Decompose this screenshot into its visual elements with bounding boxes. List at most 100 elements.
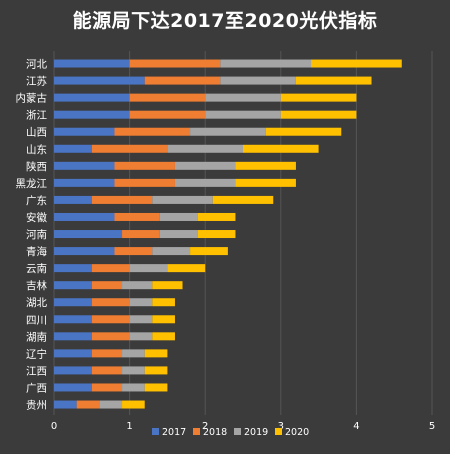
bar-segment-2018 — [114, 212, 160, 221]
bar-segment-2017 — [54, 281, 92, 290]
category-label: 广东 — [26, 194, 47, 207]
bar-segment-2018 — [114, 247, 153, 256]
category-label: 广西 — [26, 382, 47, 394]
category-label: 河南 — [26, 228, 47, 241]
category-label: 四川 — [26, 314, 47, 326]
bar-segment-2020 — [144, 383, 168, 392]
bar-segment-2019 — [129, 298, 153, 307]
bar-segment-2017 — [54, 195, 92, 204]
bar-segment-2017 — [54, 161, 115, 170]
bar-segment-2017 — [54, 332, 92, 341]
bar-segment-2017 — [54, 383, 92, 392]
bar-segment-2018 — [129, 93, 206, 102]
category-label: 吉林 — [26, 279, 47, 292]
category-label: 江西 — [26, 365, 47, 377]
bar-segment-2017 — [54, 366, 92, 375]
category-label: 河北 — [26, 59, 47, 71]
bar-segment-2019 — [129, 315, 153, 324]
bar-segment-2017 — [54, 127, 115, 136]
bar-segment-2018 — [91, 195, 153, 204]
bar-segment-2017 — [54, 144, 92, 153]
bar-segment-2017 — [54, 59, 130, 68]
bar-segment-2017 — [54, 298, 92, 307]
x-tick-label: 0 — [51, 421, 57, 432]
bar-segment-2020 — [197, 212, 236, 221]
legend-label-2017: 2017 — [162, 427, 186, 438]
bar-segment-2019 — [122, 349, 145, 358]
bar-segment-2018 — [91, 264, 130, 273]
category-label: 山西 — [26, 127, 47, 139]
bar-segment-2019 — [174, 161, 236, 170]
bar-segment-2018 — [91, 332, 130, 341]
bar-segment-2019 — [122, 281, 153, 290]
bar-segment-2019 — [152, 247, 191, 256]
bar-segment-2018 — [91, 144, 168, 153]
x-tick-label: 5 — [429, 421, 435, 432]
bar-segment-2017 — [54, 247, 115, 256]
legend-label-2020: 2020 — [285, 427, 309, 438]
bar-segment-2019 — [129, 332, 153, 341]
bar-segment-2020 — [152, 315, 175, 324]
legend-swatch-2020 — [275, 428, 282, 435]
category-label: 江苏 — [26, 75, 47, 88]
legend-swatch-2019 — [234, 428, 241, 435]
bar-segment-2019 — [159, 212, 198, 221]
bar-segment-2017 — [54, 212, 115, 221]
bar-segment-2018 — [129, 110, 206, 119]
bar-segment-2018 — [91, 281, 123, 290]
bar-segment-2017 — [54, 315, 92, 324]
bar-segment-2017 — [54, 400, 77, 409]
bar-segment-2020 — [167, 264, 206, 273]
bar-segment-2018 — [91, 366, 123, 375]
bar-segment-2019 — [99, 400, 123, 409]
bar-segment-2020 — [280, 110, 357, 119]
x-tick-label: 3 — [278, 421, 284, 432]
bar-segment-2018 — [122, 230, 160, 239]
bar-segment-2019 — [167, 144, 243, 153]
category-label: 湖南 — [26, 330, 47, 343]
bar-segment-2020 — [152, 281, 183, 290]
bar-segment-2018 — [91, 349, 123, 358]
bar-segment-2017 — [54, 349, 92, 358]
category-label: 黑龙江 — [16, 177, 48, 190]
bar-segment-2018 — [144, 76, 221, 85]
bar-segment-2017 — [54, 93, 130, 102]
bar-segment-2018 — [129, 59, 221, 68]
bar-segment-2018 — [91, 298, 130, 307]
bar-segment-2019 — [190, 127, 266, 136]
category-label: 湖北 — [26, 297, 47, 309]
bar-segment-2020 — [144, 366, 168, 375]
bar-segment-2017 — [54, 264, 92, 273]
bar-segment-2020 — [190, 247, 228, 256]
bar-segment-2017 — [54, 178, 115, 187]
category-label: 贵州 — [26, 399, 47, 412]
bar-segment-2018 — [114, 161, 175, 170]
bar-segment-2020 — [265, 127, 342, 136]
bar-segment-2020 — [235, 178, 296, 187]
legend-swatch-2017 — [152, 428, 159, 435]
category-label: 山东 — [26, 143, 47, 156]
bar-segment-2019 — [122, 366, 145, 375]
bar-segment-2017 — [54, 110, 130, 119]
x-tick-label: 4 — [353, 421, 359, 432]
bar-segment-2019 — [174, 178, 236, 187]
bar-segment-2020 — [122, 400, 145, 409]
category-label: 陕西 — [26, 160, 47, 173]
bar-segment-2019 — [205, 93, 281, 102]
bar-segment-2018 — [114, 127, 191, 136]
category-label: 安徽 — [26, 211, 47, 224]
bar-segment-2020 — [152, 298, 175, 307]
bar-segment-2019 — [205, 110, 281, 119]
chart-title: 能源局下达2017至2020光伏指标 — [72, 10, 378, 32]
category-label: 青海 — [26, 245, 47, 258]
legend-swatch-2018 — [193, 428, 200, 435]
bar-segment-2020 — [243, 144, 319, 153]
bar-segment-2019 — [122, 383, 145, 392]
bar-segment-2019 — [220, 59, 312, 68]
category-label: 内蒙古 — [16, 92, 48, 105]
bar-segment-2020 — [235, 161, 296, 170]
category-label: 浙江 — [26, 110, 47, 122]
legend-label-2019: 2019 — [244, 427, 268, 438]
